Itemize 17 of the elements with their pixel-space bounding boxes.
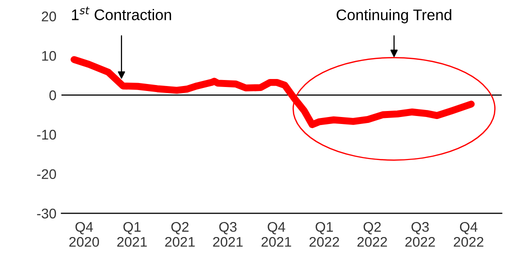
x-tick-label: Q4 2021 bbox=[262, 222, 292, 247]
y-tick-label: 0 bbox=[49, 90, 56, 100]
x-tick-label: Q3 2021 bbox=[213, 222, 243, 247]
x-tick-label: Q4 2022 bbox=[454, 222, 484, 247]
x-tick-label: Q3 2022 bbox=[405, 222, 435, 247]
x-tick-label: Q4 2020 bbox=[69, 222, 99, 247]
y-tick-label: -10 bbox=[37, 130, 56, 140]
x-tick-label: Q2 2021 bbox=[165, 222, 195, 247]
x-tick-label: Q1 2022 bbox=[310, 222, 340, 247]
y-tick-label: -20 bbox=[37, 169, 56, 180]
x-tick-label: Q1 2021 bbox=[117, 222, 147, 247]
annotation: Continuing Trend bbox=[336, 9, 452, 24]
y-tick-label: 10 bbox=[42, 50, 56, 61]
y-tick-label: 20 bbox=[42, 12, 56, 22]
x-tick-label: Q2 2022 bbox=[357, 222, 387, 247]
annotation: 1$^{st}$ Contraction bbox=[72, 6, 172, 20]
y-tick-label: -30 bbox=[37, 208, 56, 218]
